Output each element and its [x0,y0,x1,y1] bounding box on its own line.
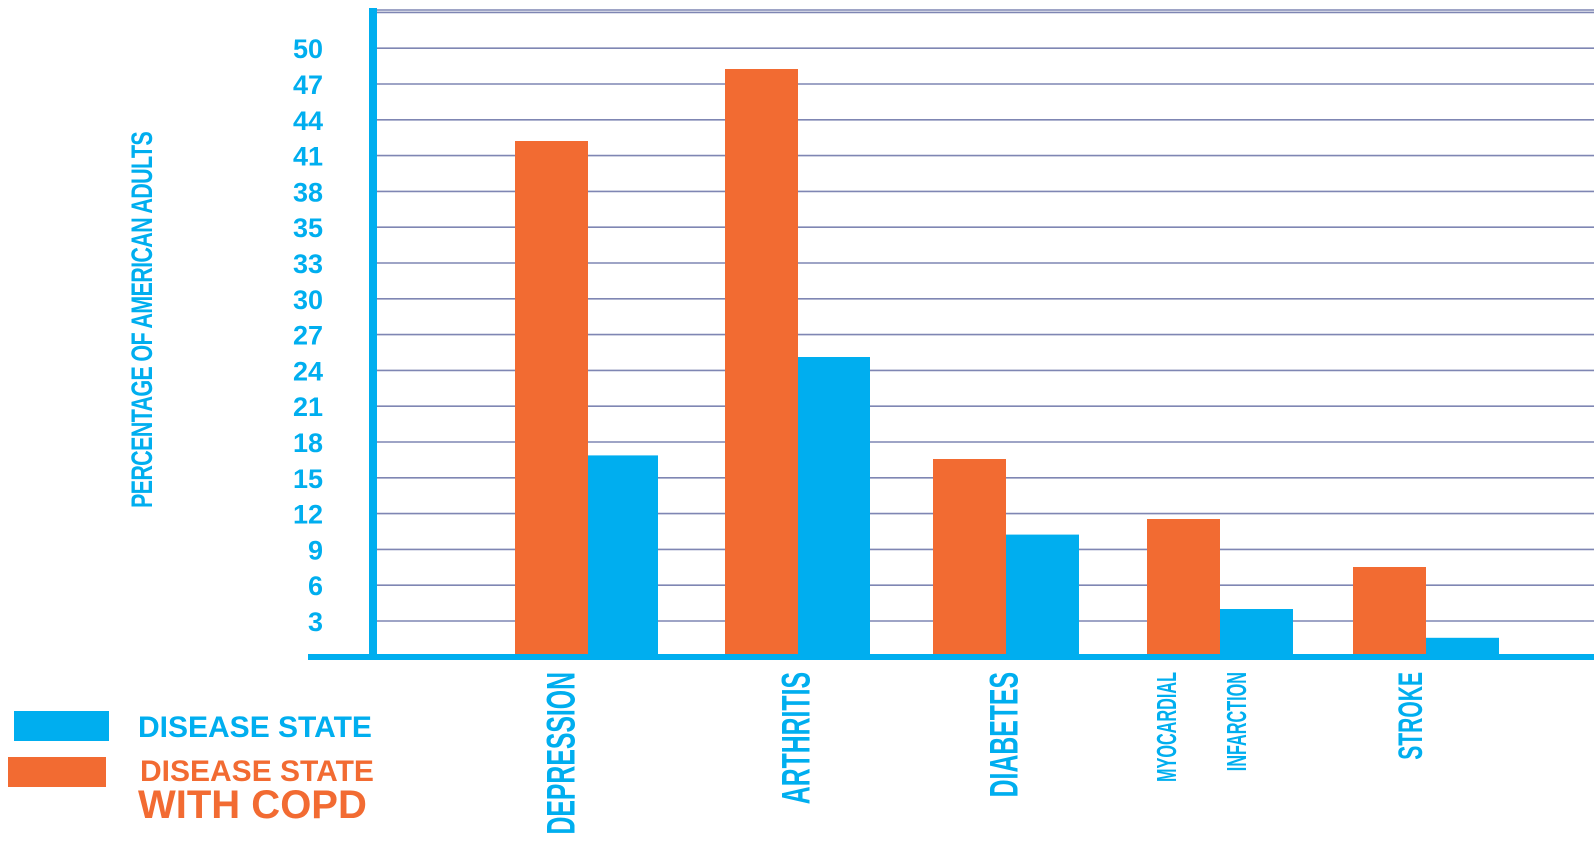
y-tick-label: 30 [293,285,323,315]
y-tick-label: 24 [293,356,323,386]
bar-stroke-disease-state [1426,637,1499,657]
y-tick-label: 44 [293,106,323,136]
category-label-myocardial-infarction: MYOCARDIAL [1150,672,1182,782]
category-label-myocardial-infarction: INFARCTION [1220,672,1252,771]
y-tick-label: 47 [293,70,323,100]
bar-stroke-with-copd [1353,567,1426,657]
bar-depression-disease-state [588,455,658,657]
bar-arthritis-disease-state [798,357,870,657]
x-axis-line [308,654,1594,660]
y-tick-labels: 3 6 9 12 15 18 21 24 27 30 33 35 38 41 44 47 50 [293,34,323,637]
y-tick-label: 9 [308,535,323,565]
category-label-stroke: STROKE [1391,672,1429,760]
y-tick-label: 3 [308,607,323,637]
bar-depression-with-copd [515,141,588,657]
y-tick-label: 15 [293,464,323,494]
legend-swatch-with-copd [8,757,106,787]
bar-arthritis-with-copd [725,69,798,657]
y-tick-label: 18 [293,428,323,458]
legend-label-with-copd: WITH COPD [138,783,367,827]
y-tick-label: 35 [293,213,323,243]
y-tick-label: 33 [293,249,323,279]
y-tick-label: 12 [293,500,323,530]
y-tick-label: 50 [293,34,323,64]
axes [308,8,1594,660]
bar-myocardial-infarction-with-copd [1147,519,1220,657]
legend-label-with-copd: DISEASE STATE [140,755,374,788]
category-labels: DEPRESSION ARTHRITIS DIABETES MYOCARDIAL INF… [540,672,1430,835]
y-tick-label: 27 [293,321,323,351]
category-label-depression: DEPRESSION [540,672,584,835]
y-tick-label: 6 [308,571,323,601]
bar-myocardial-infarction-disease-state [1220,609,1293,657]
bar-diabetes-disease-state [1006,534,1079,657]
y-axis-line [369,8,377,659]
bars [515,69,1499,657]
bar-diabetes-with-copd [933,459,1006,657]
y-tick-label: 41 [293,142,323,172]
legend-swatch-disease-state [14,711,109,741]
category-label-diabetes: DIABETES [983,672,1027,797]
category-label-arthritis: ARTHRITIS [775,672,819,804]
legend-label-disease-state: DISEASE STATE [138,711,372,744]
y-tick-label: 21 [293,392,323,422]
y-tick-label: 38 [293,177,323,207]
y-axis-label: PERCENTAGE OF AMERICAN ADULTS [124,132,158,508]
